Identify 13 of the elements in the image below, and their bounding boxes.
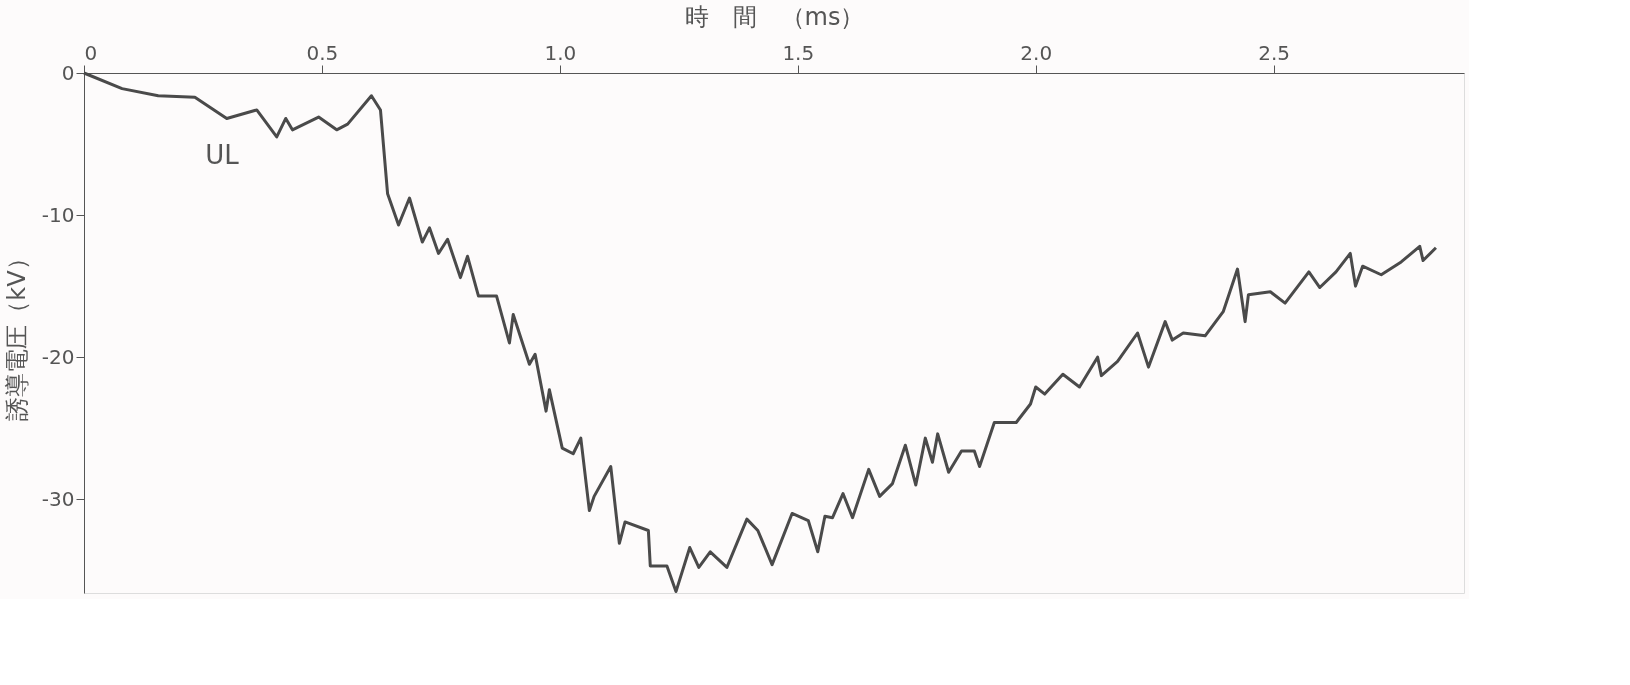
y-tick-label: -10 [41, 202, 75, 227]
x-tick-label: 1.0 [544, 40, 577, 65]
x-tick-label: 0.5 [306, 40, 339, 65]
y-tick-label: 0 [61, 60, 75, 85]
x-tick-label: 2.5 [1258, 40, 1291, 65]
y-tick-label: -20 [41, 344, 75, 369]
y-axis-title: 誘導電圧（kV） [2, 246, 31, 421]
x-tick-label: 0 [84, 40, 98, 65]
annotation: UL [205, 140, 240, 171]
x-tick-label: 1.5 [782, 40, 815, 65]
x-tick-label: 2.0 [1020, 40, 1053, 65]
x-axis-title: 時 間 （ms） [684, 2, 865, 31]
y-tick-label: -30 [41, 486, 75, 511]
